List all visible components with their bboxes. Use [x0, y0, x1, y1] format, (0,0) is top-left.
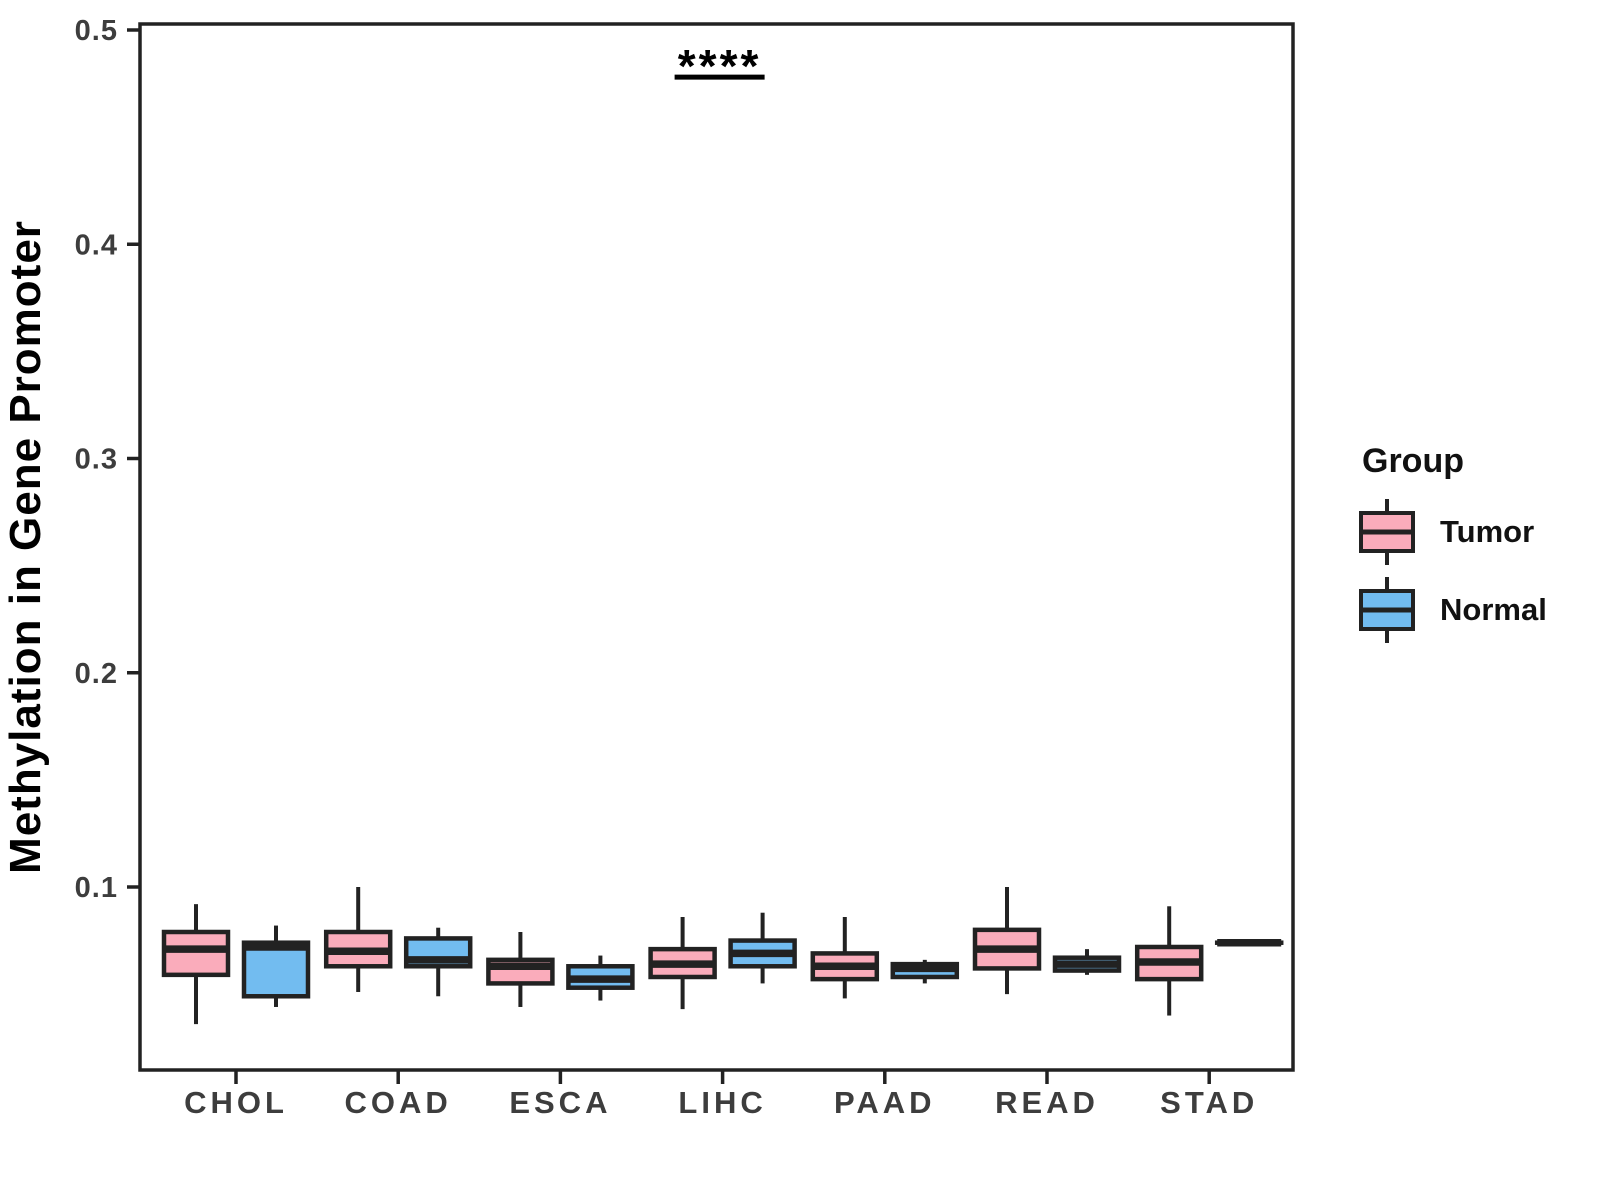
legend-item-tumor: Tumor	[1358, 497, 1547, 567]
boxplot-glyph-normal-icon	[1359, 577, 1415, 643]
y-tick-label: 0.2	[75, 658, 118, 690]
x-tick-label-paad: PAAD	[834, 1085, 936, 1120]
plot-panel	[138, 22, 1295, 1072]
legend: Group Tumor Normal	[1358, 442, 1547, 653]
significance-label: ****	[678, 40, 762, 92]
x-tick-label-lihc: LIHC	[678, 1085, 766, 1120]
legend-item-normal: Normal	[1358, 575, 1547, 645]
legend-title: Group	[1362, 442, 1464, 480]
y-tick-label: 0.4	[75, 229, 118, 261]
x-tick-label-esca: ESCA	[509, 1085, 611, 1120]
x-tick-label-read: READ	[995, 1085, 1099, 1120]
x-tick-label-stad: STAD	[1160, 1085, 1258, 1120]
x-tick-label-chol: CHOL	[184, 1085, 288, 1120]
legend-label-tumor: Tumor	[1440, 514, 1535, 549]
boxplot-glyph-tumor-icon	[1359, 499, 1415, 565]
y-tick-label: 0.5	[75, 15, 118, 47]
y-tick-label: 0.3	[75, 444, 118, 476]
x-tick-label-coad: COAD	[345, 1085, 452, 1120]
box-chol-normal	[241, 940, 311, 999]
y-axis-title: Methylation in Gene Promoter	[1, 220, 50, 874]
y-tick-label: 0.1	[75, 872, 118, 904]
box-chol-tumor	[161, 929, 231, 978]
legend-label-normal: Normal	[1440, 592, 1547, 627]
